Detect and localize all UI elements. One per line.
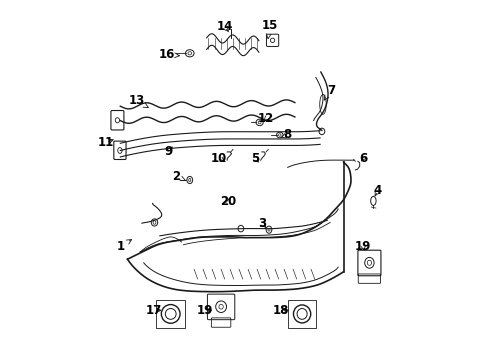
Text: 11: 11: [98, 136, 114, 149]
Text: 5: 5: [251, 152, 259, 165]
Text: 16: 16: [159, 48, 179, 61]
Text: 13: 13: [128, 94, 148, 108]
Text: 1: 1: [116, 239, 131, 253]
Text: 8: 8: [280, 129, 291, 141]
Text: 4: 4: [373, 184, 381, 197]
Text: 19: 19: [196, 304, 213, 317]
Text: 14: 14: [216, 21, 232, 33]
Text: 9: 9: [164, 145, 173, 158]
Text: 12: 12: [258, 112, 274, 125]
Text: 19: 19: [354, 240, 371, 253]
Text: 6: 6: [359, 152, 366, 165]
Text: 17: 17: [145, 304, 162, 317]
Text: 15: 15: [261, 19, 277, 39]
Text: 18: 18: [272, 304, 289, 317]
Text: 7: 7: [324, 84, 334, 100]
Text: 20: 20: [220, 195, 236, 208]
Text: 10: 10: [211, 152, 227, 165]
Text: 2: 2: [172, 170, 185, 183]
Text: 3: 3: [258, 217, 266, 230]
